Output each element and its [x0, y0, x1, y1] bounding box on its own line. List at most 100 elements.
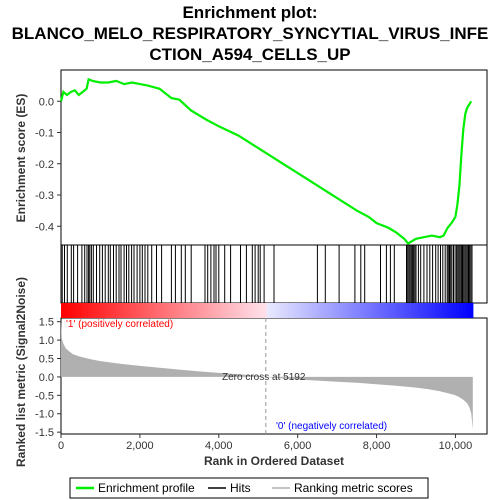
rank-band-segment — [102, 303, 107, 318]
rank-band-segment — [266, 303, 271, 318]
rank-band-segment — [359, 303, 364, 318]
metric-y-tick-label: 0.0 — [39, 372, 54, 384]
x-tick-label: 4,000 — [205, 440, 233, 452]
ranking-metric-area — [61, 319, 473, 430]
rank-band-segment — [294, 303, 299, 318]
rank-band-segment — [194, 303, 199, 318]
rank-band-segment — [78, 303, 83, 318]
rank-band-segment — [325, 303, 330, 318]
rank-color-band — [61, 303, 474, 318]
rank-band-segment — [421, 303, 426, 318]
rank-band-segment — [61, 303, 65, 318]
rank-band-segment — [349, 303, 354, 318]
rank-band-segment — [218, 303, 223, 318]
rank-band-segment — [424, 303, 429, 318]
rank-band-segment — [369, 303, 374, 318]
rank-band-segment — [249, 303, 254, 318]
rank-band-segment — [64, 303, 69, 318]
rank-band-segment — [428, 303, 433, 318]
metric-plot: 1.5 1.0 0.5 0.0 -0.5 -1.0 -1.5 — [35, 317, 473, 439]
rank-band-segment — [139, 303, 144, 318]
rank-band-segment — [390, 303, 395, 318]
rank-band-segment — [188, 303, 192, 318]
legend-box — [69, 477, 429, 499]
rank-band-segment — [126, 303, 131, 318]
rank-band-segment — [462, 303, 467, 318]
rank-band-segment — [308, 303, 313, 318]
rank-band-segment — [452, 303, 457, 318]
x-tick-label: 10,000 — [439, 440, 473, 452]
rank-band-segment — [222, 303, 227, 318]
rank-band-segment — [339, 303, 343, 318]
rank-band-segment — [431, 303, 436, 318]
rank-band-segment — [119, 303, 124, 318]
hits-plot — [61, 245, 473, 303]
rank-band-segment — [404, 303, 409, 318]
rank-band-segment — [277, 303, 282, 318]
rank-band-segment — [376, 303, 381, 318]
rank-band-segment — [435, 303, 440, 318]
rank-band-segment — [163, 303, 168, 318]
rank-band-segment — [314, 303, 319, 318]
rank-band-segment — [143, 303, 148, 318]
metric-y-tick-label: 0.5 — [39, 354, 54, 366]
rank-band-segment — [287, 303, 292, 318]
rank-band-segment — [465, 303, 470, 318]
x-tick-label: 0 — [58, 440, 64, 452]
negative-correlation-label: '0' (negatively correlated) — [276, 421, 387, 432]
rank-band-segment — [366, 303, 371, 318]
rank-band-segment — [212, 303, 216, 318]
rank-band-segment — [85, 303, 89, 318]
rank-band-segment — [232, 303, 237, 318]
rank-band-segment — [342, 303, 347, 318]
metric-y-tick-label: 1.0 — [39, 335, 54, 347]
es-y-tick-label: -0.2 — [35, 159, 54, 171]
rank-band-segment — [239, 303, 244, 318]
rank-band-segment — [236, 303, 240, 318]
es-y-tick-label: -0.4 — [35, 221, 54, 233]
rank-band-segment — [157, 303, 162, 318]
metric-y-tick-label: -1.5 — [35, 427, 54, 439]
es-y-tick-label: 0.0 — [39, 96, 54, 108]
rank-band-segment — [393, 303, 398, 318]
rank-band-segment — [448, 303, 453, 318]
rank-band-segment — [441, 303, 446, 318]
rank-band-segment — [263, 303, 268, 318]
rank-band-segment — [301, 303, 306, 318]
rank-band-segment — [363, 303, 367, 318]
rank-band-segment — [88, 303, 93, 318]
legend-metric-label: Ranking metric scores — [294, 481, 413, 495]
rank-band-segment — [387, 303, 391, 318]
rank-band-segment — [270, 303, 275, 318]
rank-band-segment — [205, 303, 210, 318]
rank-band-segment — [411, 303, 415, 318]
enrichment-profile-line — [59, 77, 473, 245]
rank-band-segment — [459, 303, 464, 318]
rank-band-segment — [380, 303, 385, 318]
rank-band-segment — [71, 303, 76, 318]
es-y-axis-label: Enrichment score (ES) — [14, 94, 28, 223]
rank-band-segment — [438, 303, 443, 318]
rank-band-segment — [133, 303, 138, 318]
rank-band-segment — [81, 303, 86, 318]
rank-band-segment — [256, 303, 261, 318]
x-axis-label: Rank in Ordered Dataset — [204, 454, 344, 468]
rank-band-segment — [335, 303, 340, 318]
chart-title-line-3: CTION_A594_CELLS_UP — [149, 45, 350, 64]
rank-band-segment — [115, 303, 120, 318]
rank-band-segment — [383, 303, 388, 318]
rank-band-segment — [153, 303, 158, 318]
rank-band-segment — [280, 303, 285, 318]
es-plot: 0.0 -0.1 -0.2 -0.3 -0.4 — [35, 77, 473, 245]
rank-band-segment — [109, 303, 113, 318]
rank-band-segment — [311, 303, 316, 318]
rank-band-segment — [417, 303, 422, 318]
metric-y-axis-label: Ranked list metric (Signal2Noise) — [14, 277, 28, 467]
x-tick-label: 8,000 — [363, 440, 391, 452]
rank-band-segment — [136, 303, 141, 318]
metric-y-tick-label: 1.5 — [39, 317, 54, 329]
x-tick-label: 2,000 — [126, 440, 154, 452]
metric-y-tick-label: -1.0 — [35, 409, 54, 421]
rank-band-segment — [122, 303, 127, 318]
chart-title-line-2: BLANCO_MELO_RESPIRATORY_SYNCYTIAL_VIRUS_… — [12, 24, 489, 43]
